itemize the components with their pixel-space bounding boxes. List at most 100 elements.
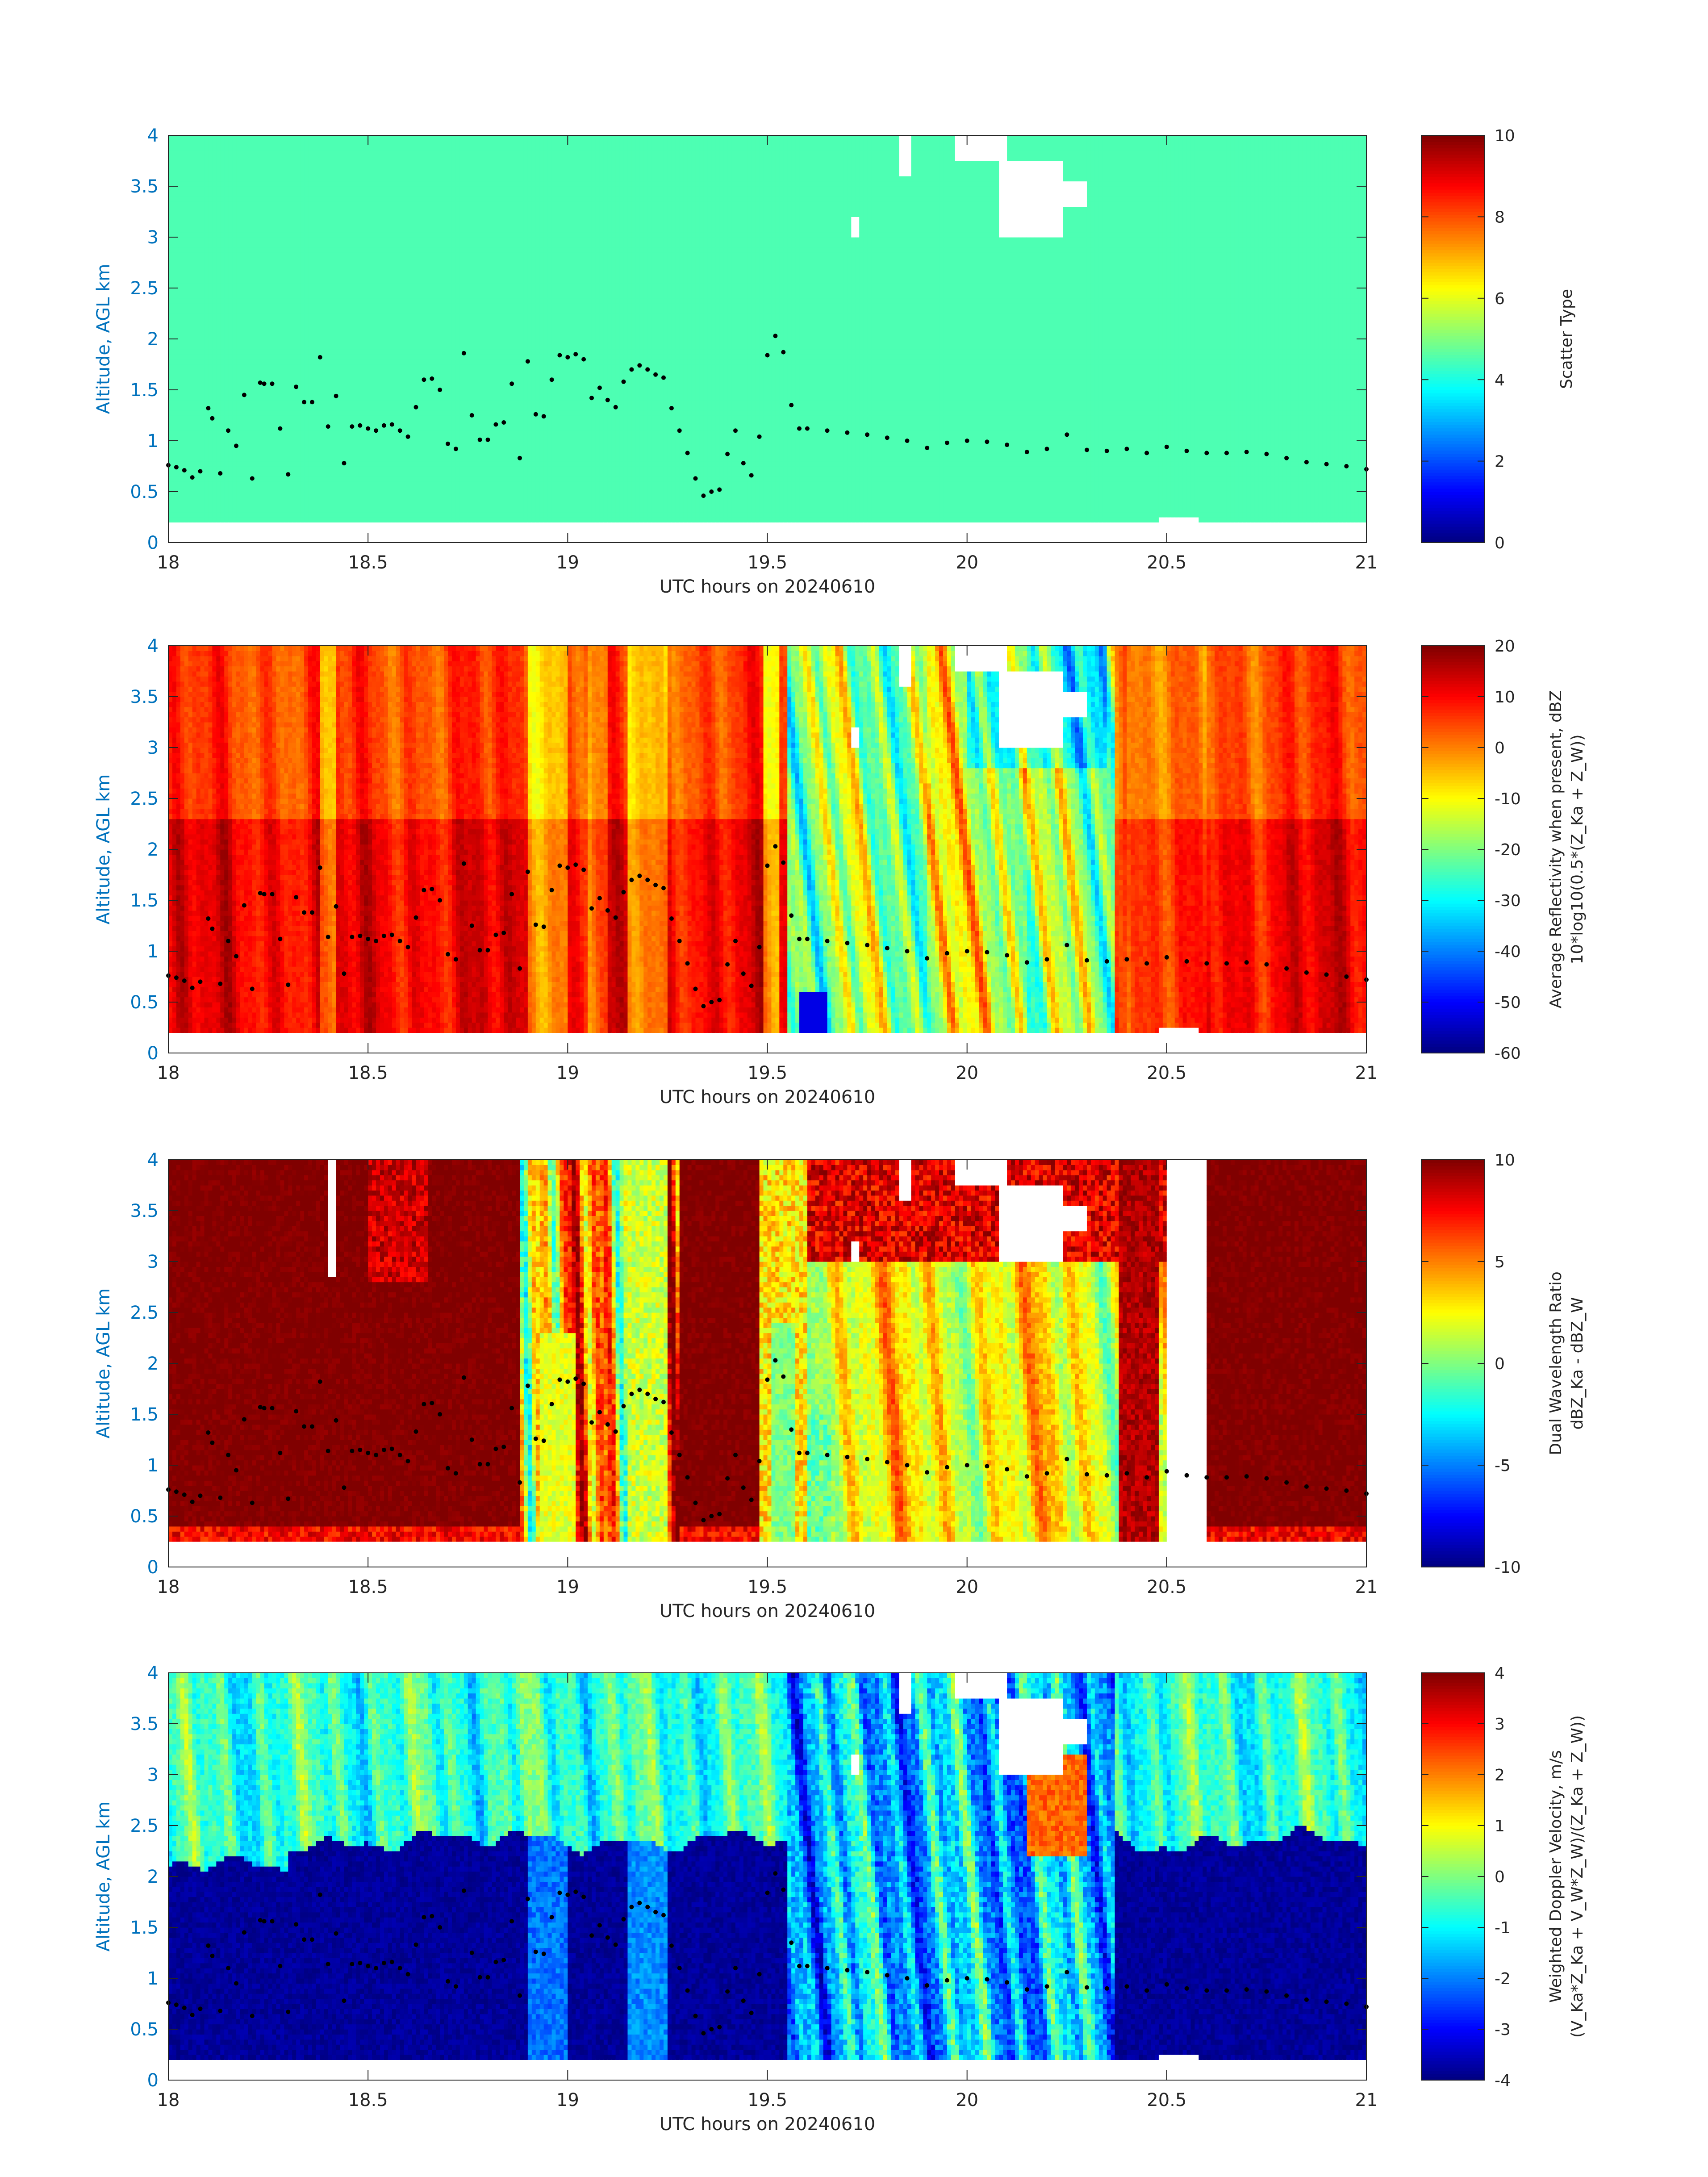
- cloud-base-point: [258, 1918, 263, 1922]
- cloud-base-point: [565, 355, 570, 359]
- cloud-base-point: [1244, 1987, 1249, 1992]
- cloud-base-point: [965, 1463, 969, 1467]
- colorbar-tick-label: -5: [1495, 1457, 1511, 1475]
- cloud-base-point: [581, 1382, 586, 1386]
- y-tick-label: 0.5: [130, 1506, 159, 1527]
- cloud-base-point: [422, 377, 426, 382]
- cloud-base-point: [797, 1964, 802, 1968]
- cloud-base-point: [693, 1500, 698, 1505]
- cloud-base-point: [270, 381, 275, 386]
- cloud-base-point: [226, 1453, 230, 1457]
- cloud-base-point: [797, 937, 802, 941]
- y-tick-label: 2: [147, 1867, 159, 1887]
- colorbar-tick-label: 2: [1495, 1766, 1505, 1784]
- cloud-base-point: [1264, 452, 1269, 456]
- cloud-base-point: [190, 2013, 195, 2017]
- cloud-base-point: [757, 1459, 762, 1463]
- cloud-base-point: [374, 428, 378, 433]
- cloud-base-point: [430, 1401, 434, 1405]
- cloud-base-point: [1085, 958, 1089, 963]
- cloud-base-point: [398, 1453, 402, 1457]
- cloud-base-point: [406, 435, 410, 439]
- y-tick-label: 2.5: [130, 789, 159, 809]
- y-tick-label: 2: [147, 1354, 159, 1374]
- cloud-base-point: [709, 1000, 714, 1004]
- cloud-base-point: [234, 954, 238, 958]
- cloud-base-point: [486, 438, 490, 442]
- cloud-base-point: [430, 887, 434, 891]
- y-tick-label: 3.5: [130, 687, 159, 707]
- y-tick-label: 3: [147, 1252, 159, 1272]
- x-tick-label: 21: [1355, 1577, 1378, 1597]
- cloud-base-point: [733, 1453, 738, 1457]
- x-tick-label: 18.5: [348, 552, 388, 573]
- cloud-base-point: [865, 1970, 869, 1974]
- y-tick-label: 3.5: [130, 176, 159, 197]
- cloud-base-point: [542, 1951, 546, 1956]
- cloud-base-point: [1244, 450, 1249, 454]
- cloud-base-point: [789, 1427, 793, 1432]
- cloud-base-point: [685, 451, 690, 455]
- cloud-base-point: [210, 1441, 214, 1445]
- cloud-base-point: [518, 1480, 522, 1485]
- cloud-base-point: [242, 903, 246, 907]
- cloud-base-point: [302, 400, 306, 404]
- x-tick-label: 20: [956, 1063, 978, 1083]
- cloud-base-point: [501, 420, 506, 425]
- cloud-base-point: [669, 916, 674, 921]
- cloud-base-point: [430, 376, 434, 381]
- cloud-base-point: [1284, 966, 1289, 971]
- cloud-base-point: [765, 864, 770, 868]
- cloud-base-point: [781, 1888, 785, 1892]
- cloud-base-point: [478, 1975, 482, 1980]
- cloud-base-point: [358, 934, 362, 938]
- cloud-base-point: [557, 864, 562, 868]
- cloud-base-point: [925, 1470, 929, 1475]
- cloud-base-point: [1204, 1988, 1209, 1993]
- cloud-base-point: [733, 428, 738, 433]
- cloud-base-point: [1124, 447, 1129, 451]
- cloud-base-point: [218, 471, 222, 476]
- colorbar-tick-label: -3: [1495, 2021, 1511, 2039]
- cloud-base-point: [218, 2009, 222, 2013]
- cloud-base-point: [262, 381, 267, 386]
- cloud-base-point: [1025, 960, 1029, 965]
- cloud-base-point: [526, 359, 530, 364]
- heatmap-cells: [168, 135, 1367, 543]
- cloud-base-point: [1304, 970, 1309, 975]
- cloud-base-point: [1204, 1475, 1209, 1479]
- cloud-base-point: [589, 1933, 594, 1938]
- cloud-base-point: [550, 888, 554, 892]
- cloud-base-point: [501, 1445, 506, 1449]
- cloud-base-point: [725, 1476, 730, 1481]
- cloud-base-point: [925, 446, 929, 450]
- colorbar-label: Weighted Doppler Velocity, m/s: [1547, 1750, 1565, 2003]
- y-tick-label: 3.5: [130, 1714, 159, 1734]
- cloud-base-point: [206, 1943, 210, 1948]
- cloud-base-point: [622, 890, 626, 894]
- panel-4: 18 18.5 19 19.5 20 20.5 2100.511.522.533.54UTC…: [93, 1663, 1587, 2135]
- cloud-base-point: [226, 939, 230, 943]
- cloud-base-point: [182, 468, 187, 472]
- colorbar-tick-label: -10: [1495, 1559, 1521, 1577]
- cloud-base-point: [865, 1457, 869, 1461]
- cloud-base-point: [693, 986, 698, 991]
- cloud-base-point: [350, 1962, 354, 1966]
- y-tick-label: 0: [147, 533, 159, 553]
- colorbar-tick-label: 2: [1495, 453, 1505, 471]
- cloud-base-point: [985, 950, 989, 954]
- cloud-base-point: [406, 945, 410, 949]
- y-tick-label: 1: [147, 1968, 159, 1989]
- cloud-base-point: [614, 1429, 618, 1434]
- cloud-base-point: [1324, 1486, 1329, 1491]
- cloud-base-point: [334, 1931, 338, 1936]
- cloud-base-point: [478, 948, 482, 953]
- cloud-base-point: [374, 939, 378, 943]
- cloud-base-point: [182, 978, 187, 983]
- cloud-base-point: [597, 896, 602, 900]
- cloud-base-point: [1324, 1999, 1329, 2004]
- cloud-base-point: [509, 1919, 514, 1923]
- x-tick-label: 18: [157, 2090, 180, 2110]
- cloud-base-point: [749, 984, 754, 988]
- cloud-base-point: [825, 1453, 830, 1457]
